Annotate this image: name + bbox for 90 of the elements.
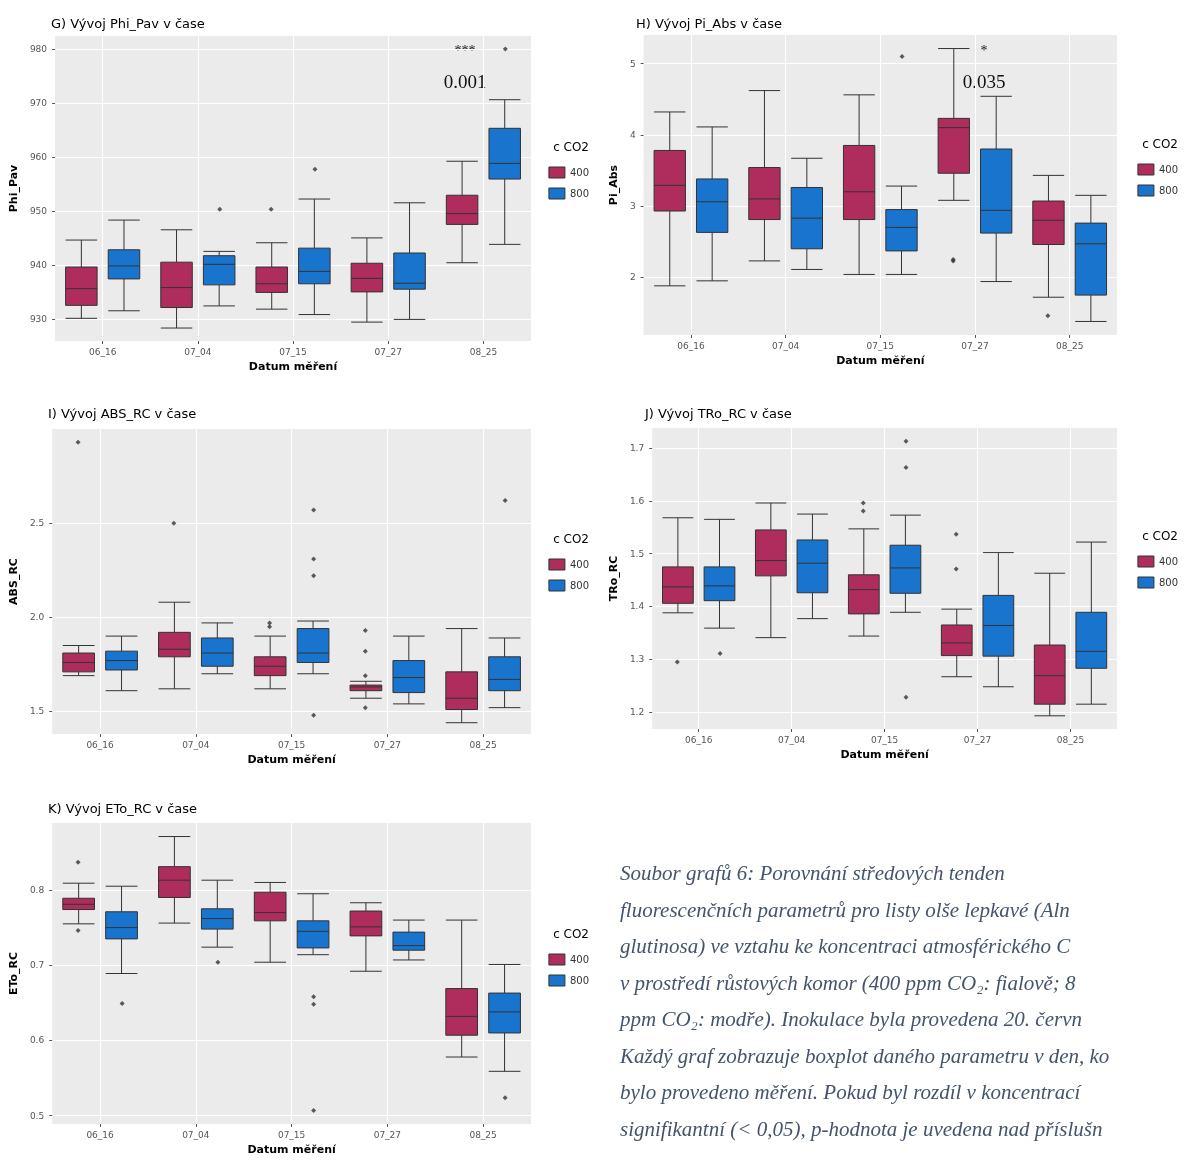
y-tick-label: 0.7 — [29, 960, 45, 971]
y-tick-label: 1.7 — [629, 443, 645, 454]
x-tick-label: 06_16 — [86, 1129, 115, 1140]
x-tick-label: 07_27 — [963, 734, 992, 745]
y-axis-title: ABS_RC — [7, 558, 20, 605]
x-tick-label: 07_04 — [184, 346, 212, 357]
y-axis-title: TRo_RC — [607, 555, 620, 602]
x-tick-label: 07_04 — [182, 739, 210, 750]
legend-label: 800 — [569, 975, 590, 986]
y-axis-title: ETo_RC — [7, 951, 20, 996]
legend-label: 800 — [1158, 185, 1179, 196]
x-tick-label: 07_15 — [277, 1129, 306, 1140]
legend-label: 400 — [569, 559, 590, 570]
y-tick-label: 0.8 — [29, 884, 45, 895]
legend-title: c CO2 — [553, 926, 589, 941]
y-tick-label: 5 — [629, 58, 636, 69]
x-tick-label: 08_25 — [469, 739, 497, 750]
x-tick-label: 07_04 — [182, 1129, 210, 1140]
annotation: *** — [454, 42, 476, 58]
y-tick-label: 2 — [629, 272, 636, 283]
x-tick-label: 07_27 — [373, 1129, 402, 1140]
x-axis-title: Datum měření — [247, 1143, 338, 1156]
y-tick-label: 1.4 — [629, 601, 645, 612]
x-tick-label: 07_27 — [374, 346, 402, 357]
x-tick-label: 06_16 — [684, 734, 713, 745]
legend-label: 800 — [1158, 577, 1179, 588]
text: bylo provedeno měření. Pokud byl rozdíl v koncentrací — [620, 1079, 1083, 1106]
y-tick-label: 1.6 — [629, 495, 645, 506]
text: signifikantní (< 0,05), p-hodnota je uvedena nad příslušn — [620, 1115, 1104, 1143]
legend-label: 800 — [569, 580, 590, 591]
legend-label: 400 — [1158, 164, 1179, 175]
legend-label: 800 — [569, 188, 590, 199]
y-tick-label: 2.0 — [29, 612, 45, 623]
legend-label: 400 — [1158, 556, 1179, 567]
x-axis-title: Datum měření — [248, 360, 339, 373]
x-tick-label: 07_27 — [373, 739, 402, 750]
x-tick-label: 07_27 — [961, 340, 989, 351]
x-axis-title: Datum měření — [840, 748, 931, 761]
y-tick-label: 970 — [29, 98, 48, 109]
annotation: * — [980, 42, 988, 58]
chart-title: K) Vývoj ETo_RC v čase — [48, 801, 198, 816]
y-axis-title: Phi_Pav — [7, 163, 20, 213]
x-tick-label: 06_16 — [86, 739, 115, 750]
y-axis-title: Pi_Abs — [607, 164, 620, 206]
x-tick-label: 07_15 — [870, 734, 899, 745]
legend-title: c CO2 — [1142, 528, 1178, 543]
y-tick-label: 960 — [29, 152, 48, 163]
x-tick-label: 06_16 — [88, 346, 117, 357]
y-tick-label: 0.6 — [29, 1035, 45, 1046]
y-tick-label: 1.2 — [629, 707, 645, 718]
chart-title: I) Vývoj ABS_RC v čase — [48, 406, 197, 421]
x-tick-label: 06_16 — [677, 340, 705, 351]
y-tick-label: 1.3 — [629, 654, 645, 665]
x-tick-label: 07_04 — [771, 340, 800, 351]
x-tick-label: 07_04 — [777, 734, 806, 745]
text: Soubor grafů 6: Porovnání středových tenden — [620, 860, 1006, 887]
annotation: 0.001 — [443, 70, 487, 92]
legend-title: c CO2 — [553, 139, 589, 154]
annotation: 0.035 — [962, 70, 1006, 92]
text: Každý graf zobrazuje boxplot daného parametru v den, ko — [620, 1042, 1111, 1070]
text: ppm CO₂: modře). Inokulace byla provedena 20. červn — [620, 1006, 1083, 1033]
y-tick-label: 4 — [629, 129, 636, 140]
y-tick-label: 930 — [29, 314, 48, 325]
legend-label: 400 — [569, 954, 590, 965]
y-tick-label: 940 — [29, 260, 48, 271]
x-tick-label: 07_15 — [866, 340, 895, 351]
text: fluorescenčních parametrů pro listy olše lepkavé (Aln — [620, 896, 1071, 924]
text: glutinosa) ve vztahu ke koncentraci atmosférického C — [620, 933, 1072, 960]
chart-title: J) Vývoj TRo_RC v čase — [644, 406, 792, 421]
x-tick-label: 08_25 — [469, 346, 498, 357]
chart-title: G) Vývoj Phi_Pav v čase — [51, 16, 205, 31]
x-tick-label: 08_25 — [1055, 340, 1084, 351]
chart-title: H) Vývoj Pi_Abs v čase — [636, 16, 783, 31]
legend-title: c CO2 — [553, 531, 589, 546]
y-tick-label: 980 — [29, 44, 48, 55]
y-tick-label: 1.5 — [29, 706, 45, 717]
x-axis-title: Datum měření — [836, 354, 926, 367]
legend-title: c CO2 — [1142, 136, 1178, 151]
x-tick-label: 07_15 — [279, 346, 307, 357]
text: v prostředí růstových komor (400 ppm CO₂: fialově; 8 — [620, 969, 1077, 997]
y-tick-label: 950 — [29, 206, 48, 217]
x-tick-label: 08_25 — [469, 1129, 497, 1140]
x-tick-label: 08_25 — [1056, 734, 1085, 745]
y-tick-label: 0.5 — [29, 1110, 45, 1121]
x-axis-title: Datum měření — [247, 753, 338, 766]
y-tick-label: 3 — [629, 201, 636, 212]
y-tick-label: 2.5 — [29, 518, 45, 529]
y-tick-label: 1.5 — [629, 548, 645, 559]
legend-label: 400 — [569, 167, 590, 178]
x-tick-label: 07_15 — [277, 739, 306, 750]
